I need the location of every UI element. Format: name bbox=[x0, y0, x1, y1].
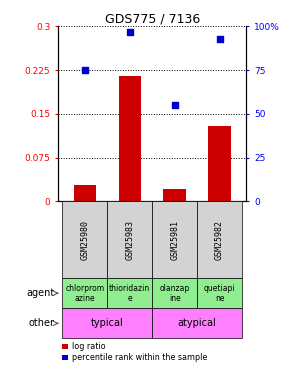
Bar bbox=[107, 201, 152, 278]
Text: GSM25982: GSM25982 bbox=[215, 220, 224, 260]
Point bbox=[83, 67, 87, 73]
Text: typical: typical bbox=[91, 318, 124, 328]
Text: other: other bbox=[28, 318, 55, 328]
Bar bbox=[119, 76, 141, 201]
Bar bbox=[197, 201, 242, 278]
Text: atypical: atypical bbox=[178, 318, 217, 328]
Text: GSM25981: GSM25981 bbox=[170, 220, 179, 260]
Bar bbox=[62, 278, 107, 308]
Title: GDS775 / 7136: GDS775 / 7136 bbox=[105, 12, 200, 25]
Text: thioridazin
e: thioridazin e bbox=[109, 284, 151, 303]
Text: chlorprom
azine: chlorprom azine bbox=[65, 284, 104, 303]
Legend: log ratio, percentile rank within the sample: log ratio, percentile rank within the sa… bbox=[62, 342, 207, 362]
Text: GSM25980: GSM25980 bbox=[80, 220, 89, 260]
Point bbox=[128, 28, 132, 34]
Bar bbox=[208, 126, 231, 201]
Bar bbox=[152, 278, 197, 308]
Point bbox=[217, 36, 222, 42]
Bar bbox=[62, 308, 152, 338]
Bar bbox=[164, 189, 186, 201]
Text: agent: agent bbox=[26, 288, 55, 298]
Bar bbox=[152, 201, 197, 278]
Text: olanzap
ine: olanzap ine bbox=[160, 284, 190, 303]
Text: quetiapi
ne: quetiapi ne bbox=[204, 284, 235, 303]
Point bbox=[172, 102, 177, 108]
Text: GSM25983: GSM25983 bbox=[125, 220, 134, 260]
Bar bbox=[74, 185, 96, 201]
Bar bbox=[197, 278, 242, 308]
Bar bbox=[62, 201, 107, 278]
Bar bbox=[107, 278, 152, 308]
Bar bbox=[152, 308, 242, 338]
